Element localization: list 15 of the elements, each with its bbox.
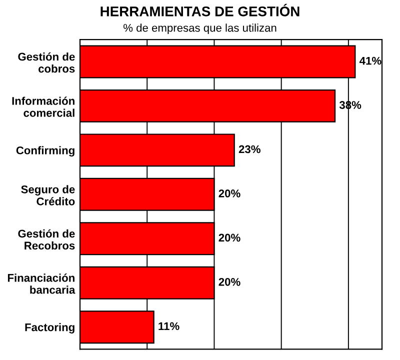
data-label: 11%	[158, 322, 180, 330]
data-label: 20%	[218, 278, 240, 286]
y-tick-label: Gestión de cobros	[18, 52, 75, 73]
y-tick-label: Seguro de Crédito	[21, 185, 75, 206]
y-tick-label: Financiación bancaria	[8, 274, 76, 294]
chart-subtitle: % de empresas que las utilizan	[124, 24, 276, 34]
y-tick-label: Confirming	[16, 146, 74, 157]
data-label: 41%	[359, 56, 382, 65]
data-label: 20%	[218, 190, 240, 198]
y-tick-label: Información comercial	[12, 96, 74, 117]
y-tick-label: Gestión de Recobros	[18, 229, 75, 250]
chart-title: HERRAMIENTAS DE GESTIÓN	[100, 4, 300, 16]
data-label: 20%	[218, 234, 240, 242]
y-tick-label: Factoring	[25, 323, 74, 334]
data-label: 23%	[238, 145, 260, 154]
